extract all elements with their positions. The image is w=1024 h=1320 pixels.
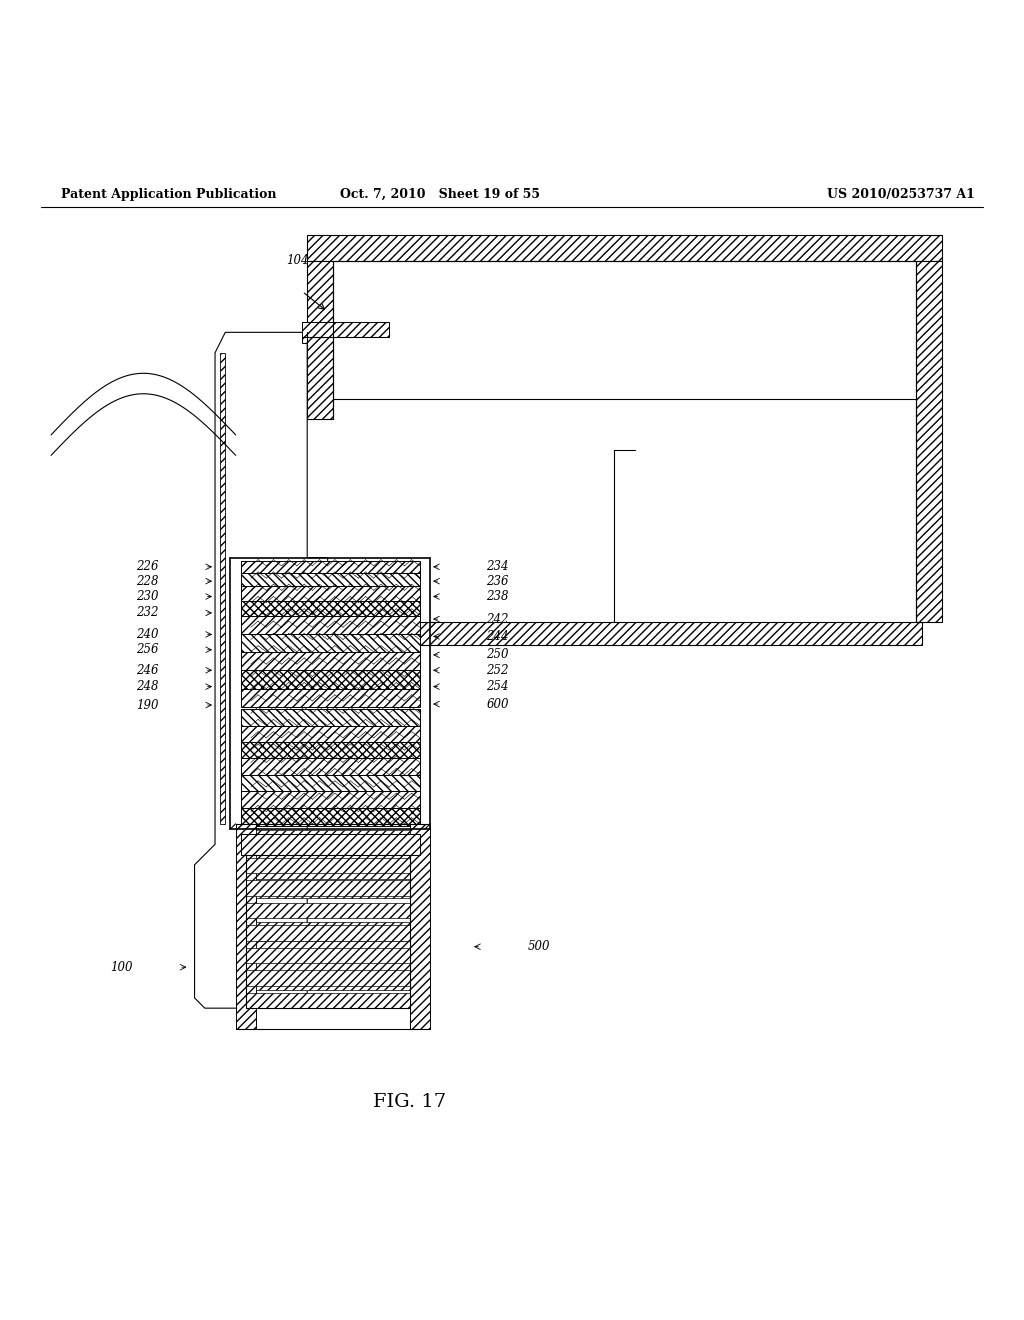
Text: 236: 236 [486,574,509,587]
Text: 248: 248 [136,680,159,693]
Polygon shape [256,960,410,972]
Text: 234: 234 [486,560,509,573]
Polygon shape [307,260,333,420]
Text: 500: 500 [527,940,550,953]
Polygon shape [220,352,225,824]
Polygon shape [256,886,410,898]
Polygon shape [246,903,410,917]
Polygon shape [241,616,420,635]
Text: 238: 238 [486,590,509,603]
Polygon shape [256,977,410,990]
Polygon shape [241,791,420,808]
Polygon shape [241,671,420,689]
Polygon shape [241,834,420,854]
Text: US 2010/0253737 A1: US 2010/0253737 A1 [827,187,975,201]
Polygon shape [241,561,420,573]
Polygon shape [241,775,420,791]
Polygon shape [241,573,420,586]
Polygon shape [241,601,420,616]
Text: 226: 226 [136,560,159,573]
Polygon shape [307,235,942,260]
Polygon shape [302,322,389,343]
Polygon shape [241,689,420,708]
Polygon shape [241,726,420,742]
Polygon shape [256,995,410,1008]
Polygon shape [256,867,410,879]
Text: 104: 104 [286,255,308,267]
Polygon shape [246,993,410,1008]
Text: Patent Application Publication: Patent Application Publication [61,187,276,201]
Text: 254: 254 [486,680,509,693]
Text: 244: 244 [486,630,509,643]
Polygon shape [410,824,430,1028]
Text: 232: 232 [136,606,159,619]
Polygon shape [241,652,420,671]
Text: Oct. 7, 2010   Sheet 19 of 55: Oct. 7, 2010 Sheet 19 of 55 [340,187,541,201]
Polygon shape [195,333,328,1008]
Text: FIG. 17: FIG. 17 [373,1093,446,1111]
Text: 246: 246 [136,664,159,677]
Text: 100: 100 [111,961,133,974]
Polygon shape [256,849,410,861]
Polygon shape [246,948,410,964]
Text: 256: 256 [136,643,159,656]
Polygon shape [241,742,420,758]
Polygon shape [246,858,410,873]
Polygon shape [236,824,256,1028]
Polygon shape [916,260,942,622]
Polygon shape [246,970,410,986]
Text: 230: 230 [136,590,159,603]
Polygon shape [328,622,922,644]
Polygon shape [241,586,420,601]
Polygon shape [246,925,410,941]
Text: 242: 242 [486,612,509,626]
Polygon shape [241,635,420,652]
Polygon shape [241,808,420,826]
Text: 252: 252 [486,664,509,677]
Polygon shape [256,941,410,953]
Polygon shape [246,880,410,895]
Polygon shape [241,758,420,775]
Text: 240: 240 [136,628,159,642]
Polygon shape [241,709,420,726]
Polygon shape [256,923,410,935]
Text: 250: 250 [486,648,509,661]
Polygon shape [256,830,410,842]
Text: 228: 228 [136,574,159,587]
Text: 190: 190 [136,698,159,711]
Text: 600: 600 [486,697,509,710]
Polygon shape [256,904,410,916]
